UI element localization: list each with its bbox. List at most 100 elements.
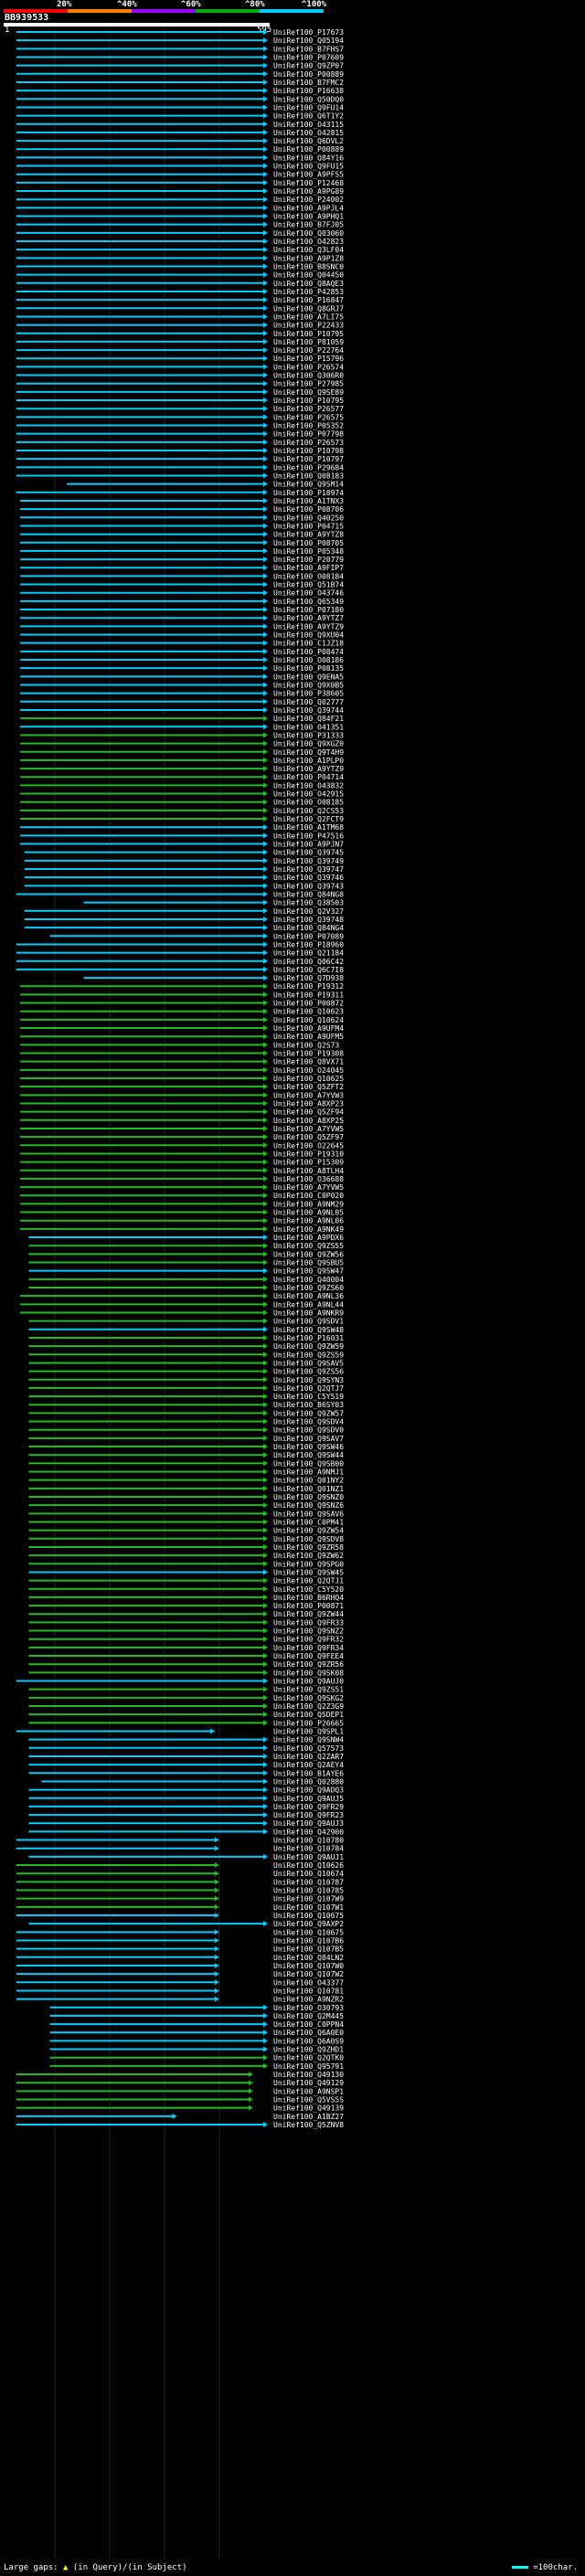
hit-id-link[interactable]: UniRef100_A7YVW5 — [273, 1183, 344, 1192]
hit-id-link[interactable]: UniRef100_P05348 — [273, 547, 344, 556]
hit-id-link[interactable]: UniRef100_B7FMC2 — [273, 79, 344, 87]
hit-id-link[interactable]: UniRef100_P10795 — [273, 330, 344, 338]
hit-id-link[interactable]: UniRef100_Q65349 — [273, 598, 344, 606]
hit-id-link[interactable]: UniRef100_A9PHQ1 — [273, 213, 344, 221]
hit-id-link[interactable]: UniRef100_Q9AUJ1 — [273, 1853, 344, 1861]
hit-id-link[interactable]: UniRef100_P27985 — [273, 380, 344, 388]
hit-id-link[interactable]: UniRef100_Q5ZNV8 — [273, 2121, 344, 2129]
hit-id-link[interactable]: UniRef100_A9PJN7 — [273, 841, 344, 849]
hit-id-link[interactable]: UniRef100_Q9ZW62 — [273, 1552, 344, 1560]
hit-id-link[interactable]: UniRef100_Q9SPL1 — [273, 1727, 344, 1735]
hit-id-link[interactable]: UniRef100_O08185 — [273, 799, 344, 807]
hit-id-link[interactable]: UniRef100_A9FIP7 — [273, 564, 344, 572]
hit-id-link[interactable]: UniRef100_B6SY03 — [273, 1401, 344, 1409]
hit-id-link[interactable]: UniRef100_O41351 — [273, 723, 344, 731]
hit-id-link[interactable]: UniRef100_A9YTZ9 — [273, 765, 344, 773]
hit-id-link[interactable]: UniRef100_P07798 — [273, 430, 344, 439]
hit-id-link[interactable]: UniRef100_Q9SNZ0 — [273, 1493, 344, 1501]
hit-id-link[interactable]: UniRef100_B6RHQ4 — [273, 1594, 344, 1602]
hit-id-link[interactable]: UniRef100_P08474 — [273, 648, 344, 656]
hit-id-link[interactable]: UniRef100_B7FJ05 — [273, 221, 344, 229]
hit-id-link[interactable]: UniRef100_Q9ZW44 — [273, 1610, 344, 1618]
hit-id-link[interactable]: UniRef100_Q5DEP1 — [273, 1711, 344, 1719]
hit-id-link[interactable]: UniRef100_O36688 — [273, 1175, 344, 1183]
hit-id-link[interactable]: UniRef100_Q9SW45 — [273, 1568, 344, 1576]
hit-id-link[interactable]: UniRef100_Q9SYN3 — [273, 1376, 344, 1384]
hit-id-link[interactable]: UniRef100_Q107W2 — [273, 1970, 344, 1978]
hit-id-link[interactable]: UniRef100_Q01NY2 — [273, 1477, 344, 1485]
hit-id-link[interactable]: UniRef100_Q306R0 — [273, 372, 344, 380]
hit-id-link[interactable]: UniRef100_Q10675 — [273, 1928, 344, 1936]
hit-id-link[interactable]: UniRef100_A9PDX6 — [273, 1234, 344, 1242]
hit-id-link[interactable]: UniRef100_Q39749 — [273, 857, 344, 865]
hit-id-link[interactable]: UniRef100_A8XP25 — [273, 1117, 344, 1125]
hit-id-link[interactable]: UniRef100_Q9SDV4 — [273, 1418, 344, 1426]
hit-id-link[interactable]: UniRef100_Q10674 — [273, 1870, 344, 1878]
hit-id-link[interactable]: UniRef100_Q9SAV5 — [273, 1359, 344, 1367]
hit-id-link[interactable]: UniRef100_Q10780 — [273, 1837, 344, 1845]
hit-id-link[interactable]: UniRef100_A9PFS5 — [273, 171, 344, 179]
hit-id-link[interactable]: UniRef100_Q10624 — [273, 1016, 344, 1024]
hit-id-link[interactable]: UniRef100_B1AYE6 — [273, 1769, 344, 1777]
hit-id-link[interactable]: UniRef100_A8XP23 — [273, 1099, 344, 1108]
hit-id-link[interactable]: UniRef100_Q06C42 — [273, 958, 344, 966]
hit-id-link[interactable]: UniRef100_Q8GRJ7 — [273, 304, 344, 313]
hit-id-link[interactable]: UniRef100_O42915 — [273, 790, 344, 799]
hit-id-link[interactable]: UniRef100_Q40004 — [273, 1276, 344, 1284]
hit-id-link[interactable]: UniRef100_A7YVW5 — [273, 1125, 344, 1133]
hit-id-link[interactable]: UniRef100_Q107B6 — [273, 1936, 344, 1945]
hit-id-link[interactable]: UniRef100_Q2CS53 — [273, 807, 344, 815]
hit-id-link[interactable]: UniRef100_Q9SE89 — [273, 388, 344, 397]
hit-id-link[interactable]: UniRef100_Q5ZFT2 — [273, 1083, 344, 1091]
hit-id-link[interactable]: UniRef100_Q8VX71 — [273, 1058, 344, 1066]
hit-id-link[interactable]: UniRef100_P19311 — [273, 991, 344, 999]
hit-id-link[interactable]: UniRef100_P16847 — [273, 296, 344, 304]
hit-id-link[interactable]: UniRef100_Q04450 — [273, 271, 344, 280]
hit-id-link[interactable]: UniRef100_Q9X0B5 — [273, 681, 344, 689]
hit-id-link[interactable]: UniRef100_Q02777 — [273, 698, 344, 706]
hit-id-link[interactable]: UniRef100_Q39743 — [273, 882, 344, 890]
hit-id-link[interactable]: UniRef100_Q9SDV0 — [273, 1426, 344, 1435]
hit-id-link[interactable]: UniRef100_Q107W0 — [273, 1962, 344, 1970]
hit-id-link[interactable]: UniRef100_Q9FR23 — [273, 1811, 344, 1819]
hit-id-link[interactable]: UniRef100_A9YTZ9 — [273, 622, 344, 631]
hit-id-link[interactable]: UniRef100_Q84F21 — [273, 715, 344, 723]
hit-id-link[interactable]: UniRef100_Q9XGZ0 — [273, 740, 344, 748]
hit-id-link[interactable]: UniRef100_P26577 — [273, 405, 344, 413]
hit-id-link[interactable]: UniRef100_Q01NZ1 — [273, 1485, 344, 1493]
hit-id-link[interactable]: UniRef100_P17673 — [273, 28, 344, 37]
hit-id-link[interactable]: UniRef100_Q9XU04 — [273, 631, 344, 640]
hit-id-link[interactable]: UniRef100_P19310 — [273, 1150, 344, 1158]
hit-id-link[interactable]: UniRef100_A7YVW3 — [273, 1091, 344, 1099]
hit-id-link[interactable]: UniRef100_Q5ZF97 — [273, 1133, 344, 1141]
hit-id-link[interactable]: UniRef100_Q9SNZ2 — [273, 1627, 344, 1636]
hit-id-link[interactable]: UniRef100_Q9FR33 — [273, 1618, 344, 1627]
hit-id-link[interactable]: UniRef100_Q10623 — [273, 1008, 344, 1016]
hit-id-link[interactable]: UniRef100_Q9SW47 — [273, 1267, 344, 1276]
hit-id-link[interactable]: UniRef100_Q95791 — [273, 2062, 344, 2071]
hit-id-link[interactable]: UniRef100_Q9ENA5 — [273, 673, 344, 681]
hit-id-link[interactable]: UniRef100_Q40250 — [273, 514, 344, 522]
hit-id-link[interactable]: UniRef100_A9NK49 — [273, 1225, 344, 1234]
hit-id-link[interactable]: UniRef100_Q9SAV7 — [273, 1435, 344, 1443]
hit-id-link[interactable]: UniRef100_P08706 — [273, 505, 344, 514]
hit-id-link[interactable]: UniRef100_Q9ZW54 — [273, 1527, 344, 1535]
hit-id-link[interactable]: UniRef100_Q2FCT9 — [273, 815, 344, 823]
hit-id-link[interactable]: UniRef100_P00889 — [273, 70, 344, 79]
hit-id-link[interactable]: UniRef100_O08186 — [273, 656, 344, 664]
hit-id-link[interactable]: UniRef100_Q6A0S9 — [273, 2037, 344, 2045]
hit-id-link[interactable]: UniRef100_A9NL36 — [273, 1292, 344, 1300]
hit-id-link[interactable]: UniRef100_P31333 — [273, 731, 344, 739]
hit-id-link[interactable]: UniRef100_O42823 — [273, 238, 344, 246]
hit-id-link[interactable]: UniRef100_O43746 — [273, 589, 344, 598]
hit-id-link[interactable]: UniRef100_Q9SNW4 — [273, 1736, 344, 1744]
hit-id-link[interactable]: UniRef100_Q9AUJ5 — [273, 1795, 344, 1803]
hit-id-link[interactable]: UniRef100_Q8AQE3 — [273, 280, 344, 288]
hit-id-link[interactable]: UniRef100_A9NL06 — [273, 1217, 344, 1225]
hit-id-link[interactable]: UniRef100_P22764 — [273, 346, 344, 355]
hit-id-link[interactable]: UniRef100_P00872 — [273, 1000, 344, 1008]
hit-id-link[interactable]: UniRef100_Q9ZS56 — [273, 1368, 344, 1376]
hit-id-link[interactable]: UniRef100_Q10785 — [273, 1887, 344, 1895]
hit-id-link[interactable]: UniRef100_O24045 — [273, 1066, 344, 1075]
hit-id-link[interactable]: UniRef100_Q9SBU5 — [273, 1259, 344, 1267]
